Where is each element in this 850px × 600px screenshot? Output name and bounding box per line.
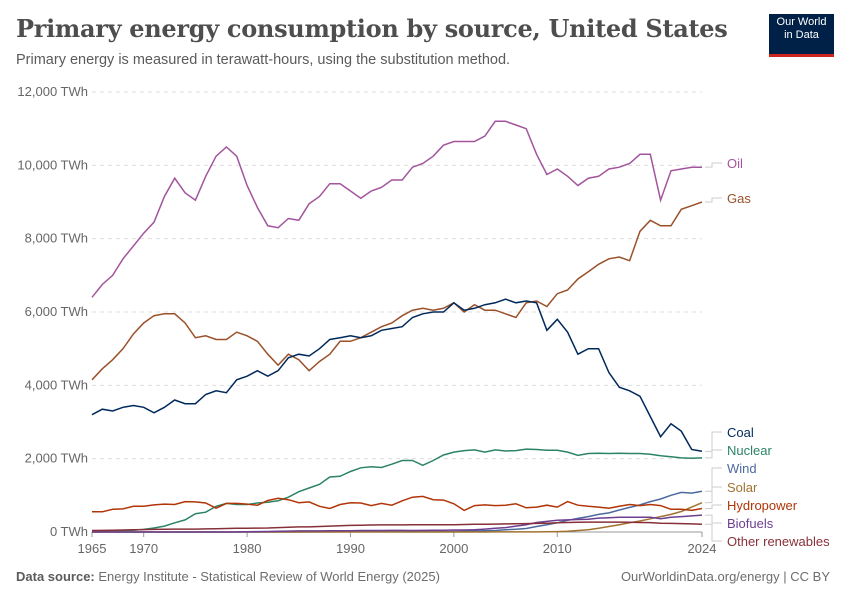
legend-label: Nuclear <box>727 443 772 458</box>
x-tick-label: 1970 <box>129 541 158 556</box>
y-tick-label: 2,000 TWh <box>25 451 88 466</box>
label-connector <box>705 449 722 459</box>
data-source: Data source: Energy Institute - Statisti… <box>16 569 440 584</box>
legend-label: Other renewables <box>727 534 830 549</box>
series-line-hydropower <box>92 495 703 513</box>
legend-label: Hydropower <box>727 498 798 513</box>
series-line-coal <box>91 298 703 453</box>
label-connector <box>705 431 722 452</box>
y-tick-label: 12,000 TWh <box>17 84 88 99</box>
x-tick-label: 1980 <box>233 541 262 556</box>
x-tick-label: 2024 <box>688 541 717 556</box>
subtitle: Primary energy is measured in terawatt-h… <box>16 52 511 68</box>
series-line-oil <box>91 120 702 298</box>
y-tick-label: 10,000 TWh <box>17 157 88 172</box>
legend-label: Oil <box>727 156 743 171</box>
y-tick-label: 4,000 TWh <box>25 377 88 392</box>
series-line-gas <box>91 201 703 381</box>
legend-label: Biofuels <box>727 516 774 531</box>
page-title: Primary energy consumption by source, Un… <box>16 14 728 43</box>
x-tick-label: 1990 <box>336 541 365 556</box>
label-connector <box>705 523 722 542</box>
legend-label: Gas <box>727 191 751 206</box>
label-connector <box>705 197 722 203</box>
series-line-nuclear <box>91 448 703 533</box>
legend-label: Coal <box>727 425 754 440</box>
x-tick-label: 2000 <box>439 541 468 556</box>
legend-label: Solar <box>727 480 758 495</box>
y-tick-label: 0 TWh <box>50 524 88 539</box>
label-connector <box>705 467 722 492</box>
credit-link[interactable]: OurWorldinData.org/energy | CC BY <box>620 569 830 584</box>
series-line-biofuels <box>92 514 703 533</box>
series-line-other-renewables <box>91 521 703 532</box>
source-label: Data source: <box>16 569 95 584</box>
legend-label: Wind <box>727 461 757 476</box>
y-tick-label: 8,000 TWh <box>25 231 88 246</box>
source-text: Energy Institute - Statistical Review of… <box>98 569 440 584</box>
label-connector <box>705 162 722 168</box>
x-tick-label: 1965 <box>78 541 107 556</box>
label-connector <box>705 504 722 510</box>
label-connector <box>705 486 722 504</box>
owid-logo[interactable]: Our World in Data <box>769 14 834 57</box>
x-tick-label: 2010 <box>543 541 572 556</box>
label-connector <box>705 514 722 524</box>
y-tick-label: 6,000 TWh <box>25 304 88 319</box>
